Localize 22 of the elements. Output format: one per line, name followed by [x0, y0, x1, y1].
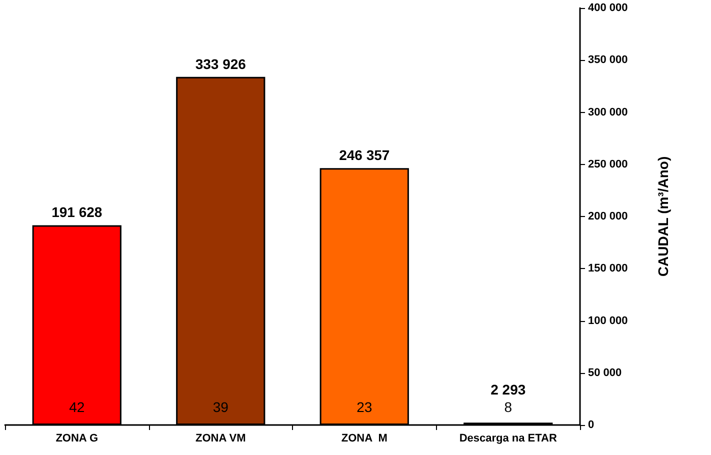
- x-tick-label: Descarga na ETAR: [459, 432, 557, 444]
- x-tick-label: ZONA VM: [195, 432, 246, 444]
- x-tick-label: ZONA G: [56, 432, 98, 444]
- annotation: 42: [69, 399, 85, 415]
- data-label: 191 628: [52, 204, 102, 220]
- annotation: 8: [504, 399, 512, 415]
- y-tick-label: 0: [588, 419, 594, 431]
- data-label: 246 357: [339, 147, 390, 164]
- y-tick-label: 200 000: [588, 210, 628, 222]
- x-tick-label: ZONA M: [341, 432, 388, 444]
- data-label: 333 926: [195, 56, 246, 72]
- y-axis-title: CAUDAL (m³/Ano): [655, 156, 671, 277]
- annotation: 39: [212, 399, 229, 415]
- annotation: 23: [356, 399, 372, 415]
- data-label: 2 293: [490, 382, 526, 398]
- y-tick-label: 150 000: [588, 262, 628, 275]
- y-tick-label: 300 000: [588, 106, 628, 118]
- y-tick-label: 400 000: [588, 2, 628, 14]
- y-tick-label: 250 000: [588, 158, 628, 170]
- y-tick-label: 350 000: [588, 54, 628, 66]
- y-tick-label: 50 000: [588, 366, 622, 379]
- y-tick-label: 100 000: [588, 314, 628, 327]
